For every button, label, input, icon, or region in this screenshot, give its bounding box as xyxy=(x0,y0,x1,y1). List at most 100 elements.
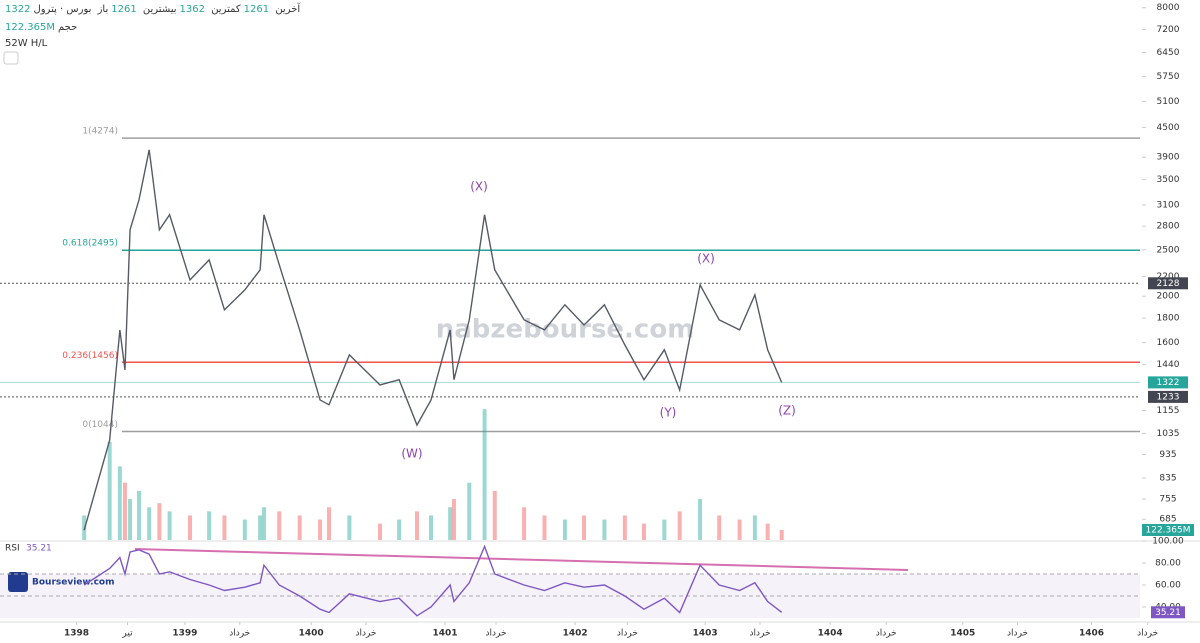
x-tick-label: خرداد xyxy=(486,629,507,639)
wave-label: (Y) xyxy=(660,406,677,420)
x-tick-label: خرداد xyxy=(876,629,897,639)
volume-bar xyxy=(779,529,784,540)
rsi-label: RSI xyxy=(5,544,20,554)
y-tick-label: 2800 xyxy=(1157,222,1180,232)
volume-bar xyxy=(492,490,497,540)
volume-label: حجم xyxy=(57,22,78,33)
x-tick-label: 1400 xyxy=(299,629,324,639)
y-tick-label: 1800 xyxy=(1157,314,1180,324)
volume-bar xyxy=(167,511,172,540)
rsi-tick-label: 80.00 xyxy=(1155,559,1181,569)
high-label: بیشترین xyxy=(142,4,177,15)
volume-bar xyxy=(562,519,567,540)
y-tick-label: 2000 xyxy=(1157,292,1180,302)
fib-label: 0.618(2495) xyxy=(62,239,118,249)
volume-bar xyxy=(451,499,456,540)
y-tick-label: 3900 xyxy=(1157,153,1180,163)
price-badge xyxy=(1148,390,1188,403)
fib-label: 0.236(1456) xyxy=(62,351,118,361)
volume-bar xyxy=(698,499,703,540)
y-tick-label: 1600 xyxy=(1157,338,1180,348)
y-tick-label: 1035 xyxy=(1157,429,1180,439)
rsi-tick-label: 60.00 xyxy=(1155,581,1181,591)
volume-bar xyxy=(752,515,757,540)
volume-bar xyxy=(277,511,282,540)
watermark: nabzebourse.com xyxy=(436,315,695,345)
y-tick-label: 4500 xyxy=(1157,123,1180,133)
volume-bar xyxy=(157,503,162,540)
last-label: آخرین xyxy=(275,4,301,15)
price-badge xyxy=(1148,277,1188,290)
price-line xyxy=(83,149,783,531)
y-tick-label: 5100 xyxy=(1157,97,1180,107)
volume-bar xyxy=(641,523,646,540)
volume-bar xyxy=(297,515,302,540)
volume-bar xyxy=(147,507,152,540)
y-tick-label: 6450 xyxy=(1157,48,1180,58)
x-tick-label: 1404 xyxy=(818,629,843,639)
price-badge-label: 1233 xyxy=(1157,392,1180,402)
low-label: کمترین xyxy=(211,4,241,15)
volume-bar xyxy=(128,499,133,540)
fib-label: 0(1044) xyxy=(82,420,118,430)
volume: 122.365M xyxy=(5,22,55,33)
y-tick-label: 7200 xyxy=(1157,25,1180,35)
y-tick-label: 685 xyxy=(1159,515,1176,525)
x-tick-label: خرداد xyxy=(1137,629,1158,639)
rsi-badge xyxy=(1151,606,1185,619)
volume-bar xyxy=(397,519,402,540)
x-tick-label: خرداد xyxy=(229,629,250,639)
y-tick-label: 1155 xyxy=(1157,406,1180,416)
wave-label: (X) xyxy=(470,180,488,194)
x-tick-label: 1399 xyxy=(172,629,197,639)
x-tick-label: 1402 xyxy=(563,629,588,639)
volume-bar xyxy=(662,519,667,540)
volume-bar xyxy=(765,523,770,540)
low: 1261 xyxy=(243,4,270,15)
trend-line xyxy=(134,548,909,571)
volume-bar xyxy=(261,507,266,540)
volume-bar xyxy=(602,519,607,540)
y-tick-label: 2500 xyxy=(1157,245,1180,255)
collapse-button[interactable] xyxy=(3,51,19,65)
volume-bar xyxy=(107,441,112,540)
volume-bar xyxy=(117,466,122,540)
range-label: 52W H/L xyxy=(5,38,48,49)
x-tick-label: خرداد xyxy=(1007,629,1028,639)
x-tick-label: 1405 xyxy=(950,629,975,639)
high: 1362 xyxy=(179,4,205,15)
y-tick-label: 935 xyxy=(1159,450,1176,460)
y-tick-label: 835 xyxy=(1159,474,1176,484)
open: 1261 xyxy=(111,4,137,15)
open-label: باز xyxy=(97,4,109,15)
volume-bar xyxy=(482,409,487,540)
volume-bar xyxy=(622,515,627,540)
wave-label: (X) xyxy=(697,252,715,266)
volume-bar xyxy=(414,511,419,540)
x-tick-label: تیر xyxy=(121,629,133,639)
y-tick-label: 3100 xyxy=(1157,200,1180,210)
volume-bar xyxy=(429,515,434,540)
volume-bar xyxy=(258,515,263,540)
wave-label: (W) xyxy=(401,447,422,461)
x-tick-label: خرداد xyxy=(617,629,638,639)
volume-bar xyxy=(347,515,352,540)
rsi-tick-label: 100.00 xyxy=(1152,537,1184,547)
logo-icon xyxy=(8,572,28,592)
volume-bar xyxy=(448,507,453,540)
rsi-value: 35.21 xyxy=(26,544,52,554)
logo: Bourseview.com xyxy=(32,578,114,588)
volume-bar xyxy=(242,519,247,540)
volume-bar xyxy=(717,515,722,540)
volume-line: 122.365M حجم xyxy=(5,22,80,33)
volume-bar xyxy=(677,511,682,540)
last: 1322 xyxy=(5,4,31,15)
symbol: بورس · پترول xyxy=(33,4,92,15)
x-tick-label: 1403 xyxy=(693,629,718,639)
x-tick-label: 1406 xyxy=(1079,629,1104,639)
y-tick-label: 5750 xyxy=(1157,72,1180,82)
price-badge-label: 1322 xyxy=(1157,378,1180,388)
volume-bar xyxy=(326,507,331,540)
